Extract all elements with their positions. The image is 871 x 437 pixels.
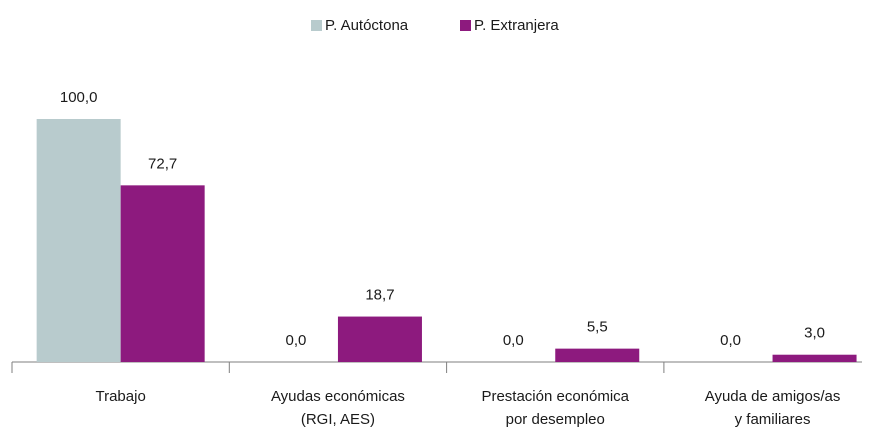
x-tick-label: Ayudas económicas: [271, 388, 405, 405]
data-label: 100,0: [60, 89, 98, 106]
data-label: 72,7: [148, 155, 177, 172]
data-label: 0,0: [720, 332, 741, 349]
bar: [337, 316, 422, 362]
data-label: 18,7: [365, 287, 394, 304]
x-tick-label: Prestación económica: [481, 388, 629, 405]
data-label: 0,0: [503, 332, 524, 349]
legend-label: P. Extranjera: [474, 17, 559, 34]
legend-swatch: [311, 20, 322, 31]
x-tick-label: y familiares: [735, 411, 811, 428]
x-tick-label: (RGI, AES): [301, 411, 375, 428]
bar: [772, 354, 857, 362]
legend-swatch: [460, 20, 471, 31]
data-label: 5,5: [587, 319, 608, 336]
data-label: 0,0: [286, 332, 307, 349]
legend-label: P. Autóctona: [325, 17, 409, 34]
bar: [36, 119, 121, 362]
x-tick-label: Ayuda de amigos/as: [705, 388, 841, 405]
x-tick-label: Trabajo: [95, 388, 145, 405]
bar: [120, 185, 205, 362]
bar: [555, 348, 640, 362]
data-label: 3,0: [804, 325, 825, 342]
x-tick-label: por desempleo: [506, 411, 605, 428]
